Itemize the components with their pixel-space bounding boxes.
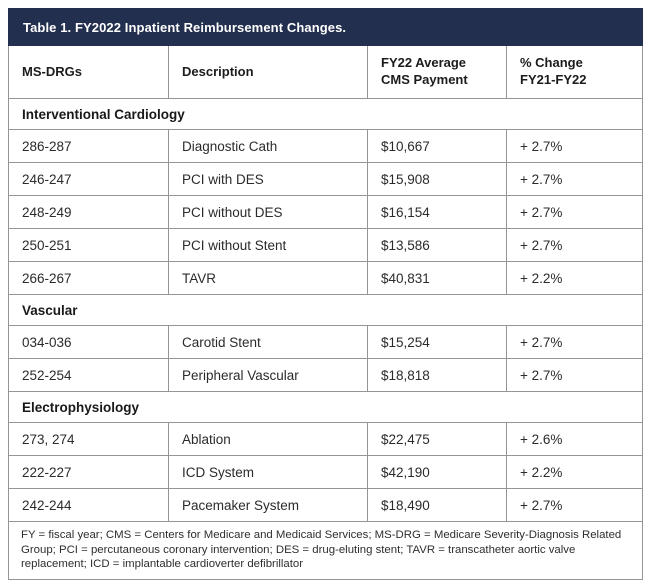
table-title-bar: Table 1. FY2022 Inpatient Reimbursement …: [7, 8, 644, 46]
description-cell: Pacemaker System: [168, 488, 368, 522]
payment-cell: $15,908: [367, 162, 507, 196]
change-cell: + 2.7%: [505, 162, 644, 196]
table-footnote: FY = fiscal year; CMS = Centers for Medi…: [7, 521, 644, 580]
column-header-row: MS-DRGs Description FY22 Average CMS Pay…: [8, 45, 644, 99]
table-row: 222-227 ICD System $42,190 + 2.2%: [8, 455, 644, 489]
table-row: 286-287 Diagnostic Cath $10,667 + 2.7%: [8, 129, 644, 163]
reimbursement-table: Table 1. FY2022 Inpatient Reimbursement …: [7, 8, 644, 580]
change-cell: + 2.7%: [505, 325, 644, 359]
payment-cell: $18,490: [367, 488, 507, 522]
payment-cell: $13,586: [367, 228, 507, 262]
drg-cell: 222-227: [8, 455, 169, 489]
change-cell: + 2.7%: [505, 195, 644, 229]
drg-cell: 250-251: [8, 228, 169, 262]
payment-cell: $22,475: [367, 422, 507, 456]
drg-cell: 266-267: [8, 261, 169, 295]
col-header-fy22-payment: FY22 Average CMS Payment: [367, 45, 507, 99]
description-cell: Diagnostic Cath: [168, 129, 368, 163]
table-row: 252-254 Peripheral Vascular $18,818 + 2.…: [8, 358, 644, 392]
table-row: 266-267 TAVR $40,831 + 2.2%: [8, 261, 644, 295]
table-row: 248-249 PCI without DES $16,154 + 2.7%: [8, 195, 644, 229]
drg-cell: 286-287: [8, 129, 169, 163]
table-row: 246-247 PCI with DES $15,908 + 2.7%: [8, 162, 644, 196]
description-cell: TAVR: [168, 261, 368, 295]
footnote-row: FY = fiscal year; CMS = Centers for Medi…: [7, 521, 644, 580]
change-cell: + 2.7%: [505, 488, 644, 522]
drg-cell: 248-249: [8, 195, 169, 229]
section-header-label: Vascular: [7, 294, 644, 326]
payment-cell: $10,667: [367, 129, 507, 163]
description-cell: PCI without Stent: [168, 228, 368, 262]
drg-cell: 252-254: [8, 358, 169, 392]
description-cell: PCI with DES: [168, 162, 368, 196]
table-row: 273, 274 Ablation $22,475 + 2.6%: [8, 422, 644, 456]
col-header-ms-drgs: MS-DRGs: [8, 45, 169, 99]
drg-cell: 273, 274: [8, 422, 169, 456]
drg-cell: 242-244: [8, 488, 169, 522]
drg-cell: 246-247: [8, 162, 169, 196]
payment-cell: $42,190: [367, 455, 507, 489]
description-cell: ICD System: [168, 455, 368, 489]
table-title: Table 1. FY2022 Inpatient Reimbursement …: [7, 8, 644, 46]
payment-cell: $18,818: [367, 358, 507, 392]
drg-cell: 034-036: [8, 325, 169, 359]
section-header-interventional-cardiology: Interventional Cardiology: [7, 98, 644, 130]
change-cell: + 2.7%: [505, 358, 644, 392]
table-row: 034-036 Carotid Stent $15,254 + 2.7%: [8, 325, 644, 359]
description-cell: Peripheral Vascular: [168, 358, 368, 392]
section-header-label: Interventional Cardiology: [7, 98, 644, 130]
col-header-pct-change: % Change FY21-FY22: [505, 45, 644, 99]
change-cell: + 2.7%: [505, 228, 644, 262]
change-cell: + 2.7%: [505, 129, 644, 163]
description-cell: Carotid Stent: [168, 325, 368, 359]
section-header-label: Electrophysiology: [7, 391, 644, 423]
payment-cell: $40,831: [367, 261, 507, 295]
table-row: 242-244 Pacemaker System $18,490 + 2.7%: [8, 488, 644, 522]
change-cell: + 2.2%: [505, 455, 644, 489]
payment-cell: $16,154: [367, 195, 507, 229]
description-cell: PCI without DES: [168, 195, 368, 229]
change-cell: + 2.6%: [505, 422, 644, 456]
change-cell: + 2.2%: [505, 261, 644, 295]
table-row: 250-251 PCI without Stent $13,586 + 2.7%: [8, 228, 644, 262]
description-cell: Ablation: [168, 422, 368, 456]
section-header-vascular: Vascular: [7, 294, 644, 326]
payment-cell: $15,254: [367, 325, 507, 359]
col-header-description: Description: [168, 45, 368, 99]
section-header-electrophysiology: Electrophysiology: [7, 391, 644, 423]
